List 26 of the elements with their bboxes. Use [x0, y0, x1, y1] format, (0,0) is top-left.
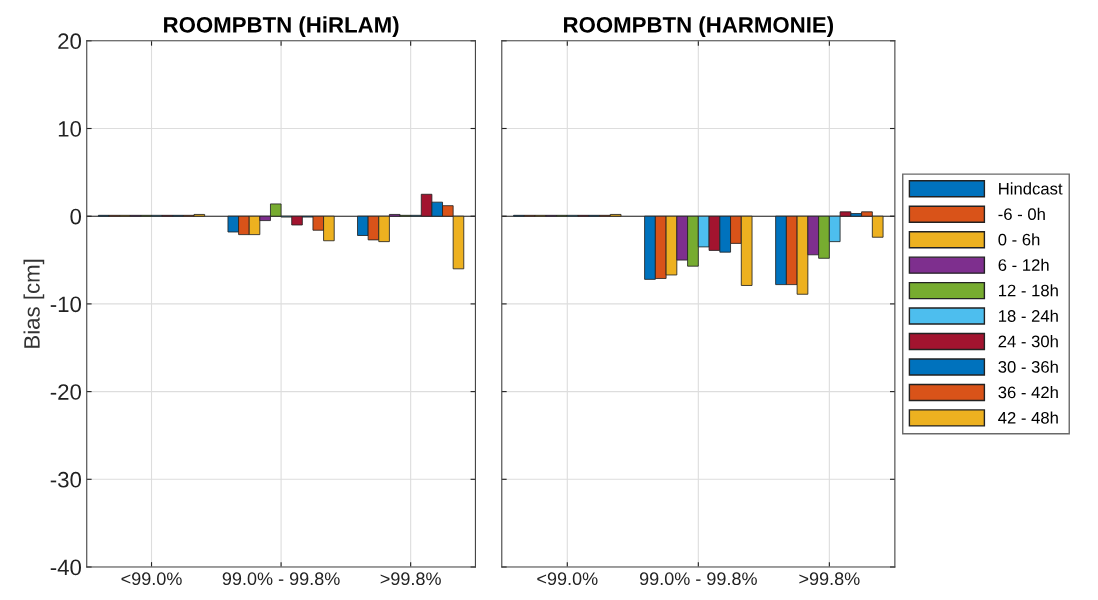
legend-label: 24 - 30h — [998, 335, 1058, 348]
legend-label: 30 - 36h — [998, 360, 1058, 373]
legend-label: 0 - 6h — [998, 233, 1040, 246]
x-tick-label: <99.0% — [537, 572, 598, 586]
y-tick-label: 0 — [70, 208, 82, 225]
y-tick-label: 20 — [58, 33, 82, 50]
x-tick-label: <99.0% — [121, 572, 182, 586]
legend-label: 18 - 24h — [999, 309, 1058, 322]
y-tick-label: -10 — [50, 296, 82, 313]
y-axis-title: Bias [cm] — [23, 259, 45, 348]
legend-label: Hindcast — [999, 182, 1063, 195]
legend-label: -6 - 0h — [998, 207, 1045, 221]
y-tick-label: -40 — [50, 559, 82, 576]
x-tick-label: 99.0% - 99.8% — [639, 572, 757, 586]
legend-label: 42 - 48h — [998, 411, 1058, 424]
y-tick-label: -30 — [50, 471, 82, 488]
legend-label: 36 - 42h — [998, 386, 1058, 399]
x-tick-label: 99.0% - 99.8% — [222, 572, 340, 586]
legend-label: 6 - 12h — [998, 258, 1049, 271]
chart-title: ROOMPBTN (HARMONIE) — [564, 16, 834, 38]
y-tick-label: -20 — [50, 384, 82, 400]
y-tick-label: 10 — [58, 121, 82, 137]
legend-label: 12 - 18h — [999, 284, 1058, 297]
x-tick-label: >99.8% — [799, 572, 860, 586]
chart-title: ROOMPBTN (HiRLAM) — [164, 16, 399, 38]
x-tick-label: >99.8% — [380, 572, 441, 586]
